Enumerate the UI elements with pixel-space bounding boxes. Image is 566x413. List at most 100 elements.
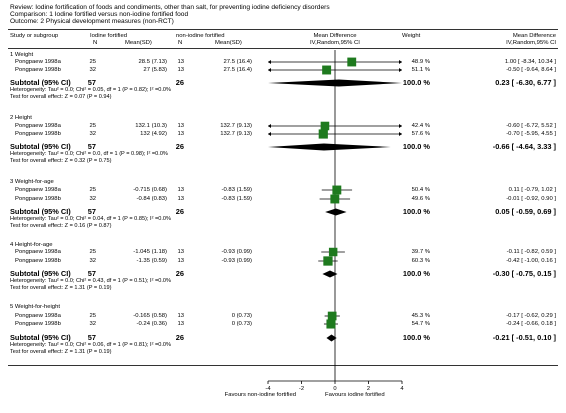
study-mean-sd-1: -1.045 (1.18) [133, 249, 167, 255]
study-n1: 25 [89, 187, 96, 193]
overall-effect-text: Test for overall effect: Z = 1.31 (P = 0… [10, 349, 112, 355]
study-mean-sd-1: -0.715 (0.68) [133, 187, 167, 193]
study-ci: -0.17 [ -0.62, 0.29 ] [506, 313, 556, 319]
study-n1: 25 [89, 59, 96, 65]
study-effect-square [347, 57, 357, 67]
study-n1: 25 [89, 123, 96, 129]
overall-effect-text: Test for overall effect: Z = 0.07 (P = 0… [10, 94, 112, 100]
subtotal-label: Subtotal (95% CI) [10, 78, 71, 87]
study-mean-sd-2: -0.83 (1.59) [221, 187, 252, 193]
study-weight: 49.6 % [411, 196, 430, 202]
study-mean-sd-1: -1.35 (0.59) [136, 258, 167, 264]
study-weight: 42.4 % [411, 123, 430, 129]
ci-arrow-right [399, 68, 402, 72]
header-rule-bottom [8, 48, 558, 49]
heterogeneity-text: Heterogeneity: Tau² = 0.0; Chi² = 0.0, d… [10, 151, 168, 157]
study-weight: 51.1 % [411, 67, 430, 73]
study-mean-sd-1: 132 (4.92) [140, 131, 167, 137]
subtotal-label: Subtotal (95% CI) [10, 269, 71, 278]
ci-arrow-right [399, 132, 402, 136]
x-axis-tick-label: -4 [265, 386, 271, 392]
header-rule-top [8, 29, 558, 30]
study-ci: -0.01 [ -0.92, 0.90 ] [506, 196, 556, 202]
study-mean-sd-1: -0.24 (0.36) [136, 321, 167, 327]
study-n1: 32 [89, 196, 96, 202]
study-mean-sd-2: -0.93 (0.99) [221, 258, 252, 264]
study-mean-sd-1: 28.5 (7.13) [138, 59, 168, 65]
study-n1: 32 [89, 258, 96, 264]
subgroup-title: 5 Weight-for-height [10, 304, 60, 310]
subtotal-ci: -0.66 [ -4.64, 3.33 ] [492, 142, 556, 151]
subtotal-n2: 26 [175, 269, 184, 278]
favours-right-label: Favours iodine fortified [325, 392, 385, 398]
study-ci: -0.42 [ -1.00, 0.16 ] [506, 258, 556, 264]
subtotal-weight: 100.0 % [402, 207, 430, 216]
study-n2: 13 [177, 187, 184, 193]
study-effect-square [326, 319, 336, 329]
study-mean-sd-2: 132.7 (9.13) [220, 123, 252, 129]
favours-left-label: Favours non-iodine fortified [224, 392, 296, 398]
study-n1: 32 [89, 67, 96, 73]
study-name: Pongpaew 1998b [15, 196, 61, 202]
study-n2: 13 [177, 67, 184, 73]
subgroup-title: 2 Height [10, 115, 32, 121]
subtotal-diamond [268, 143, 391, 151]
study-ci: -0.50 [ -9.64, 8.64 ] [506, 67, 556, 73]
study-effect-square [332, 185, 342, 195]
study-ci: 0.11 [ -0.79, 1.02 ] [508, 187, 556, 193]
col-study-header: Study or subgroup [10, 33, 59, 39]
comparison-title: Comparison: 1 Iodine fortified versus no… [10, 11, 189, 18]
ci-arrow-left [268, 68, 271, 72]
study-ci: -0.60 [ -6.72, 5.52 ] [506, 123, 556, 129]
subtotal-n1: 57 [87, 207, 96, 216]
col-weight-header: Weight [402, 33, 421, 39]
col-group1-mean: Mean(SD) [125, 40, 152, 46]
study-ci: -0.11 [ -0.82, 0.59 ] [506, 249, 556, 255]
ci-arrow-left [268, 60, 271, 64]
col-effect-header-right: Mean Difference [512, 33, 556, 39]
x-axis-tick-label: 2 [367, 386, 370, 392]
study-mean-sd-1: -0.165 (0.58) [133, 313, 167, 319]
col-effect-header: Mean Difference [313, 33, 357, 39]
heterogeneity-text: Heterogeneity: Tau² = 0.0; Chi² = 0.04, … [10, 216, 172, 222]
outcome-title: Outcome: 2 Physical development measures… [10, 18, 174, 25]
x-axis-tick-label: 4 [400, 386, 404, 392]
col-group2-n: N [178, 40, 183, 46]
subtotal-label: Subtotal (95% CI) [10, 207, 71, 216]
col-effect-method: IV,Random,95% CI [310, 40, 360, 46]
study-n2: 13 [177, 321, 184, 327]
review-title: Review: Iodine fortification of foods an… [10, 4, 330, 11]
subtotal-weight: 100.0 % [402, 142, 430, 151]
subtotal-diamond [268, 79, 402, 87]
study-weight: 60.3 % [411, 258, 430, 264]
subtotal-weight: 100.0 % [402, 269, 430, 278]
study-weight: 48.9 % [411, 59, 430, 65]
study-mean-sd-2: 0 (0.73) [231, 321, 252, 327]
study-name: Pongpaew 1998a [15, 123, 61, 129]
study-name: Pongpaew 1998b [15, 321, 61, 327]
study-mean-sd-2: -0.93 (0.99) [221, 249, 252, 255]
study-ci: -0.70 [ -5.95, 4.55 ] [506, 131, 556, 137]
subtotal-diamond [325, 208, 347, 216]
study-mean-sd-2: 132.7 (9.13) [220, 131, 252, 137]
subtotal-ci: -0.21 [ -0.51, 0.10 ] [492, 333, 556, 342]
overall-effect-text: Test for overall effect: Z = 1.31 (P = 0… [10, 285, 112, 291]
subtotal-label: Subtotal (95% CI) [10, 333, 71, 342]
study-n2: 13 [177, 196, 184, 202]
col-effect-method-right: IV,Random,95% CI [506, 40, 556, 46]
study-n2: 13 [177, 59, 184, 65]
study-n2: 13 [177, 123, 184, 129]
study-weight: 45.3 % [411, 313, 430, 319]
subtotal-weight: 100.0 % [402, 78, 430, 87]
subtotal-ci: -0.30 [ -0.75, 0.15 ] [492, 269, 556, 278]
x-axis-tick-label: 0 [333, 386, 336, 392]
heterogeneity-text: Heterogeneity: Tau² = 0.0; Chi² = 0.05, … [10, 87, 172, 93]
study-weight: 57.6 % [411, 131, 430, 137]
subtotal-ci: 0.05 [ -0.59, 0.69 ] [495, 207, 556, 216]
subtotal-n2: 26 [175, 207, 184, 216]
study-n1: 25 [89, 313, 96, 319]
study-mean-sd-2: 27.5 (16.4) [223, 59, 253, 65]
col-group1-header: Iodine fortified [90, 33, 128, 39]
subgroup-title: 1 Weight [10, 52, 34, 58]
